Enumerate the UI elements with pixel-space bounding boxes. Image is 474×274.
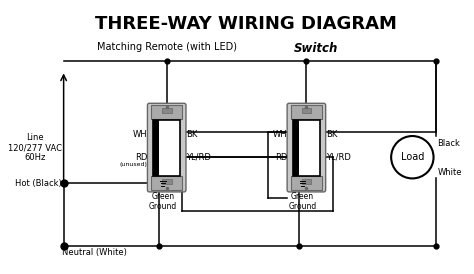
- Circle shape: [391, 136, 434, 178]
- Text: Neutral (White): Neutral (White): [62, 248, 127, 257]
- Text: Line
120/277 VAC
60Hz: Line 120/277 VAC 60Hz: [8, 133, 62, 162]
- Bar: [301, 179, 311, 184]
- Text: THREE-WAY WIRING DIAGRAM: THREE-WAY WIRING DIAGRAM: [95, 15, 397, 33]
- Text: Load: Load: [401, 152, 424, 162]
- Bar: [293, 120, 320, 176]
- Bar: [293, 120, 299, 176]
- FancyBboxPatch shape: [287, 103, 326, 192]
- Text: BK: BK: [186, 130, 197, 139]
- Text: YL/RD: YL/RD: [186, 153, 211, 162]
- Bar: [151, 176, 182, 190]
- Text: WH: WH: [273, 130, 287, 139]
- Text: Green
Ground: Green Ground: [149, 192, 177, 211]
- Bar: [162, 179, 172, 184]
- Text: WH: WH: [133, 130, 147, 139]
- Text: RD: RD: [135, 153, 147, 162]
- Bar: [162, 108, 172, 113]
- Text: Black: Black: [438, 139, 460, 148]
- Text: YL/RD: YL/RD: [326, 153, 351, 162]
- Text: BK: BK: [326, 130, 337, 139]
- Text: Matching Remote (with LED): Matching Remote (with LED): [97, 42, 237, 52]
- Bar: [151, 105, 182, 119]
- Text: RD: RD: [275, 153, 287, 162]
- Bar: [291, 176, 322, 190]
- Bar: [153, 120, 180, 176]
- Text: White: White: [438, 168, 462, 177]
- Text: Switch: Switch: [294, 42, 338, 55]
- Text: (unused): (unused): [119, 162, 147, 167]
- Text: Green
Ground: Green Ground: [288, 192, 317, 211]
- Bar: [291, 105, 322, 119]
- Bar: [153, 120, 159, 176]
- Text: Hot (Black): Hot (Black): [15, 179, 62, 188]
- Bar: [301, 108, 311, 113]
- FancyBboxPatch shape: [147, 103, 186, 192]
